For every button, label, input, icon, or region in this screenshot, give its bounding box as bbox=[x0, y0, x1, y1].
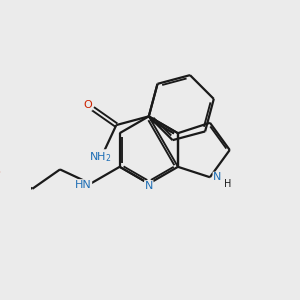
Text: HN: HN bbox=[75, 180, 92, 190]
Text: H: H bbox=[224, 178, 232, 188]
Text: O: O bbox=[83, 100, 92, 110]
Text: N: N bbox=[145, 181, 153, 191]
Text: O: O bbox=[0, 168, 1, 178]
Text: N: N bbox=[213, 172, 221, 182]
Text: NH$_2$: NH$_2$ bbox=[89, 150, 112, 164]
